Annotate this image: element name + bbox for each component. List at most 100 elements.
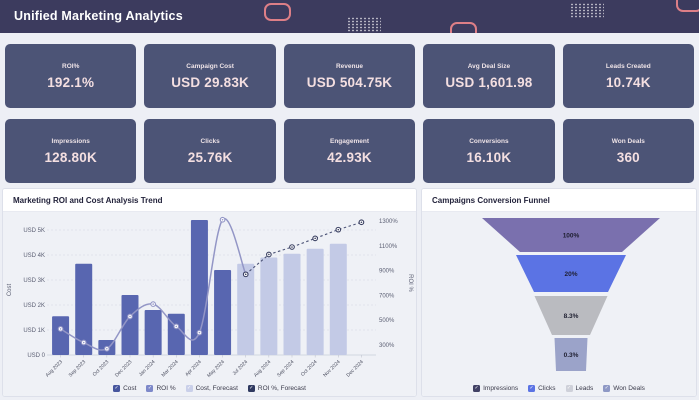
svg-text:Sep 2023: Sep 2023 [68, 359, 88, 379]
funnel-stage-won-deals[interactable] [554, 338, 588, 371]
legend-item-leads[interactable]: ✓ Leads [565, 385, 594, 392]
svg-text:USD 5K: USD 5K [23, 228, 45, 234]
cost-bar[interactable] [52, 316, 70, 355]
kpi-row-2: Impressions 128.80K Clicks 25.76K Engagement… [0, 119, 699, 183]
legend-checkbox-icon: ✓ [146, 385, 154, 392]
roi-cost-combo-chart[interactable]: USD 5K USD 4K USD 3K USD 2K USD 1K USD 0 1300%… [3, 212, 416, 380]
kpi-label: Impressions [51, 137, 90, 145]
funnel-stage-label: 20% [564, 271, 577, 278]
roi-line [60, 218, 247, 351]
funnel-stage-label: 8.3% [564, 313, 579, 320]
kpi-card-revenue[interactable]: Revenue USD 504.75K [283, 44, 416, 108]
funnel-stage-leads[interactable] [534, 296, 608, 335]
panel-conversion-funnel: Campaigns Conversion Funnel 100% 20% 8.3% 0… [421, 188, 697, 397]
header: Unified Marketing Analytics [0, 0, 699, 33]
svg-text:Dec 2023: Dec 2023 [114, 359, 134, 379]
kpi-card-clicks[interactable]: Clicks 25.76K [144, 119, 276, 183]
legend-label: Impressions [483, 385, 519, 392]
cost-bar[interactable] [144, 310, 162, 355]
svg-text:1300%: 1300% [379, 219, 398, 225]
svg-text:Aug 2023: Aug 2023 [45, 359, 65, 379]
funnel-stage-clicks[interactable] [516, 255, 626, 292]
svg-text:USD 3K: USD 3K [23, 278, 45, 284]
kpi-label: Conversions [469, 137, 509, 145]
svg-text:May 2024: May 2024 [206, 359, 226, 379]
kpi-value: 42.93K [327, 149, 372, 165]
cost-bar[interactable] [167, 313, 185, 355]
svg-text:USD 1K: USD 1K [23, 328, 45, 334]
kpi-value: 128.80K [44, 149, 97, 165]
svg-text:700%: 700% [379, 293, 395, 299]
legend-item-impressions[interactable]: ✓ Impressions [473, 385, 518, 392]
cost-forecast-bar[interactable] [306, 248, 324, 355]
combo-chart-legend: ✓ Cost ✓ ROI % ✓ Cost, Forecast ✓ ROI %, Foreca… [3, 380, 416, 396]
legend-label: ROI % [156, 385, 176, 392]
kpi-card-avg-deal-size[interactable]: Avg Deal Size USD 1,601.98 [423, 44, 555, 108]
cost-forecast-bar[interactable] [283, 253, 301, 355]
kpi-label: Campaign Cost [186, 62, 234, 70]
svg-text:900%: 900% [379, 269, 395, 275]
svg-text:Sep 2024: Sep 2024 [276, 359, 296, 379]
svg-text:1100%: 1100% [379, 244, 398, 250]
chart-title-conversion-funnel: Campaigns Conversion Funnel [422, 189, 696, 212]
decoration-dot-grid [347, 17, 381, 32]
svg-text:Oct 2024: Oct 2024 [300, 359, 319, 378]
kpi-value: 25.76K [187, 149, 233, 165]
cost-forecast-bar[interactable] [237, 263, 255, 355]
kpi-label: Leads Created [605, 62, 651, 70]
funnel-chart-legend: ✓ Impressions ✓ Clicks ✓ Leads ✓ Won Deals [422, 380, 696, 396]
legend-item-roi-forecast[interactable]: ✓ ROI %, Forecast [247, 385, 306, 392]
legend-item-cost[interactable]: ✓ Cost [113, 385, 136, 392]
decoration-rounded-rect [264, 3, 291, 21]
cost-forecast-bar[interactable] [260, 257, 278, 356]
svg-text:Apr 2024: Apr 2024 [184, 359, 203, 378]
roi-cost-chart-body: USD 5K USD 4K USD 3K USD 2K USD 1K USD 0 1300%… [3, 212, 416, 396]
legend-item-roi[interactable]: ✓ ROI % [146, 385, 176, 392]
svg-text:300%: 300% [379, 343, 395, 349]
kpi-label: Clicks [200, 137, 220, 145]
legend-checkbox-icon: ✓ [247, 385, 255, 392]
kpi-card-engagement[interactable]: Engagement 42.93K [283, 119, 416, 183]
kpi-label: Revenue [335, 62, 364, 70]
page-title: Unified Marketing Analytics [14, 9, 183, 23]
cost-bar[interactable] [121, 295, 139, 355]
legend-checkbox-icon: ✓ [565, 385, 573, 392]
svg-text:Dec 2024: Dec 2024 [345, 359, 365, 379]
cost-bar[interactable] [190, 220, 208, 355]
kpi-card-campaign-cost[interactable]: Campaign Cost USD 29.83K [144, 44, 276, 108]
funnel-stage-label: 0.3% [564, 352, 579, 359]
svg-text:Cost: Cost [7, 284, 13, 297]
kpi-card-roi[interactable]: ROI% 192.1% [5, 44, 137, 108]
legend-item-won-deals[interactable]: ✓ Won Deals [603, 385, 645, 392]
kpi-label: Won Deals [611, 137, 645, 145]
legend-item-clicks[interactable]: ✓ Clicks [528, 385, 556, 392]
decoration-rounded-rect [676, 0, 699, 12]
legend-label: ROI %, Forecast [257, 385, 306, 392]
funnel-stage-impressions[interactable] [482, 218, 660, 252]
cost-forecast-bar[interactable] [329, 243, 347, 355]
cost-bar[interactable] [75, 263, 93, 355]
kpi-label: Engagement [330, 137, 370, 145]
svg-text:Jul 2024: Jul 2024 [232, 359, 250, 377]
funnel-chart[interactable]: 100% 20% 8.3% 0.3% [422, 212, 696, 380]
legend-checkbox-icon: ✓ [473, 385, 481, 392]
funnel-chart-body: 100% 20% 8.3% 0.3% ✓ Impressions ✓ Clicks ✓ Lead… [422, 212, 696, 396]
legend-item-cost-forecast[interactable]: ✓ Cost, Forecast [185, 385, 238, 392]
kpi-card-conversions[interactable]: Conversions 16.10K [423, 119, 555, 183]
kpi-card-leads-created[interactable]: Leads Created 10.74K [562, 44, 695, 108]
kpi-card-won-deals[interactable]: Won Deals 360 [562, 119, 695, 183]
kpi-value: 16.10K [466, 149, 512, 165]
svg-text:Jan 2024: Jan 2024 [138, 359, 157, 378]
kpi-label: ROI% [62, 62, 80, 70]
chart-title-roi-cost-trend: Marketing ROI and Cost Analysis Trend [3, 189, 416, 212]
svg-text:USD 0: USD 0 [27, 353, 45, 359]
kpi-value: USD 29.83K [171, 74, 249, 90]
decoration-dot-grid [570, 3, 604, 18]
cost-bar[interactable] [214, 270, 232, 355]
legend-label: Leads [575, 385, 594, 392]
kpi-label: Avg Deal Size [467, 62, 511, 70]
kpi-card-impressions[interactable]: Impressions 128.80K [5, 119, 137, 183]
panel-roi-cost-trend: Marketing ROI and Cost Analysis Trend US… [2, 188, 417, 397]
svg-text:ROI %: ROI % [407, 274, 413, 292]
